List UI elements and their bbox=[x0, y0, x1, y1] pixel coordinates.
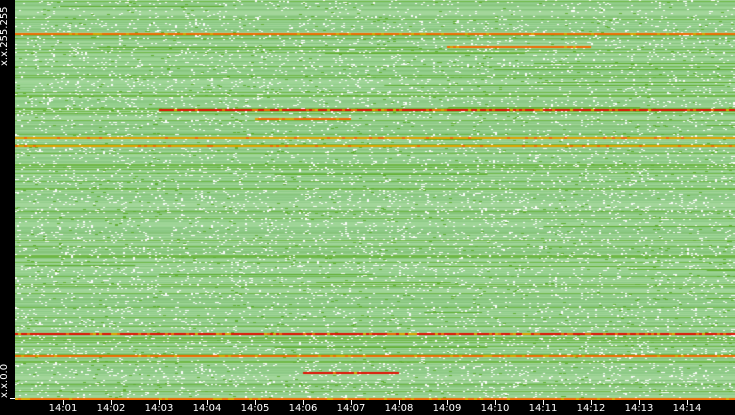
x-tick-label: 14:07 bbox=[336, 403, 366, 414]
x-tick bbox=[111, 400, 112, 405]
x-tick bbox=[687, 400, 688, 405]
x-tick-label: 14:02 bbox=[96, 403, 126, 414]
y-label-top: x.x.255.255 bbox=[0, 6, 10, 66]
x-tick-label: 14:12 bbox=[576, 403, 606, 414]
x-tick bbox=[351, 400, 352, 405]
x-tick-label: 14:13 bbox=[624, 403, 654, 414]
x-tick bbox=[255, 400, 256, 405]
x-tick-label: 14:14 bbox=[672, 403, 702, 414]
x-tick bbox=[303, 400, 304, 405]
x-axis: 14:01 14:02 14:03 14:04 14:05 14:06 14:07 14:08… bbox=[15, 400, 735, 415]
x-tick-label: 14:05 bbox=[240, 403, 270, 414]
x-tick-label: 14:06 bbox=[288, 403, 318, 414]
x-tick-label: 14:01 bbox=[48, 403, 78, 414]
x-tick bbox=[399, 400, 400, 405]
x-tick-label: 14:11 bbox=[528, 403, 558, 414]
x-tick-label: 14:04 bbox=[192, 403, 222, 414]
x-tick bbox=[639, 400, 640, 405]
x-tick bbox=[207, 400, 208, 405]
x-tick bbox=[591, 400, 592, 405]
x-tick-label: 14:08 bbox=[384, 403, 414, 414]
y-axis: x.x.255.255 x.x.0.0 bbox=[0, 0, 15, 400]
x-tick-label: 14:09 bbox=[432, 403, 462, 414]
x-tick bbox=[495, 400, 496, 405]
x-tick bbox=[63, 400, 64, 405]
heatmap-plot-area bbox=[15, 0, 735, 400]
x-tick bbox=[543, 400, 544, 405]
x-tick bbox=[159, 400, 160, 405]
y-label-bottom: x.x.0.0 bbox=[0, 363, 10, 398]
y-tick bbox=[10, 398, 15, 399]
x-tick bbox=[447, 400, 448, 405]
x-tick-label: 14:03 bbox=[144, 403, 174, 414]
x-tick-label: 14:10 bbox=[480, 403, 510, 414]
